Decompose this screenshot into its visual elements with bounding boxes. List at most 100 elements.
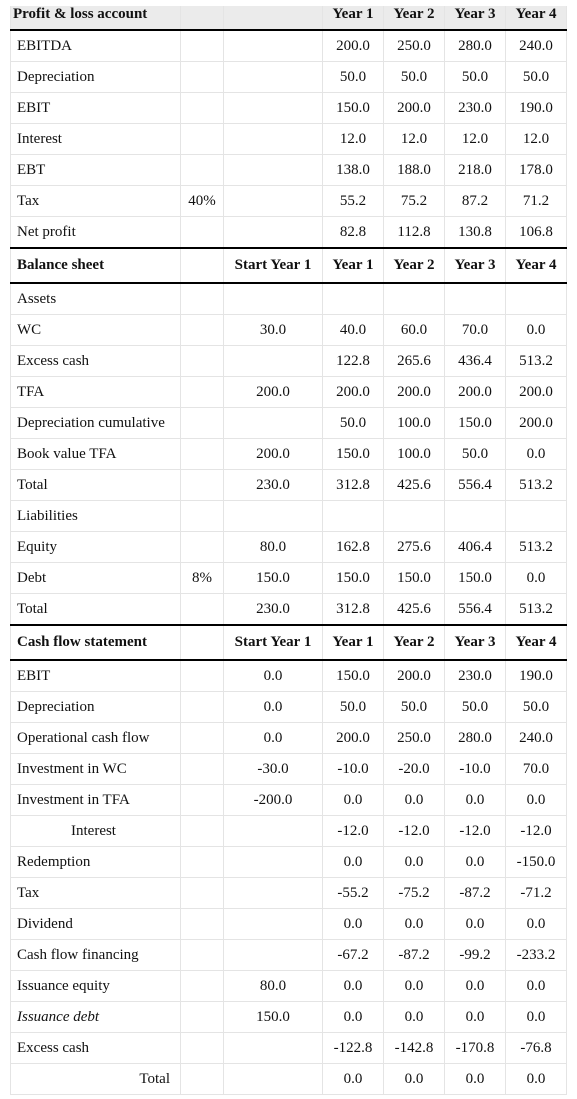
table-row: Excess cash -122.8 -142.8 -170.8 -76.8 [10, 1032, 567, 1064]
column-header: Year 3 [444, 6, 506, 31]
year-value: 150.0 [444, 562, 506, 594]
year-value: 0.0 [322, 970, 384, 1002]
start-value: 0.0 [223, 722, 323, 754]
rate [180, 691, 224, 723]
start-value [223, 123, 323, 155]
cell [180, 624, 224, 661]
year-value: 0.0 [322, 1001, 384, 1033]
year-value: 0.0 [505, 1001, 567, 1033]
rate [180, 753, 224, 785]
column-header: Year 1 [322, 624, 384, 661]
start-value [223, 908, 323, 940]
year-value: 50.0 [322, 691, 384, 723]
rate [180, 784, 224, 816]
row-label: Interest [10, 123, 181, 155]
year-value: 71.2 [505, 185, 567, 217]
rate [180, 1001, 224, 1033]
year-value: -71.2 [505, 877, 567, 909]
rate: 40% [180, 185, 224, 217]
year-value: 162.8 [322, 531, 384, 563]
rate [180, 154, 224, 186]
rate [180, 1063, 224, 1095]
year-value [322, 282, 384, 315]
start-value: 150.0 [223, 562, 323, 594]
row-label: Tax [10, 877, 181, 909]
start-value: 230.0 [223, 593, 323, 626]
row-label: EBITDA [10, 29, 181, 62]
row-label: Depreciation [10, 691, 181, 723]
row-label: Operational cash flow [10, 722, 181, 754]
year-value: 230.0 [444, 659, 506, 692]
year-value: -12.0 [322, 815, 384, 847]
year-value: -99.2 [444, 939, 506, 971]
row-label: Liabilities [10, 500, 181, 532]
year-value: 200.0 [383, 376, 445, 408]
year-value: 50.0 [444, 438, 506, 470]
year-value: 50.0 [322, 61, 384, 93]
year-value: -87.2 [383, 939, 445, 971]
year-value: 265.6 [383, 345, 445, 377]
year-value: 100.0 [383, 438, 445, 470]
year-value: 82.8 [322, 216, 384, 249]
row-label: Issuance equity [10, 970, 181, 1002]
year-value: -20.0 [383, 753, 445, 785]
column-header: Year 2 [383, 624, 445, 661]
start-value: -30.0 [223, 753, 323, 785]
year-value: 0.0 [383, 1001, 445, 1033]
year-value: 406.4 [444, 531, 506, 563]
rate [180, 123, 224, 155]
table-row: Operational cash flow 0.0 200.0 250.0 280.0 2… [10, 722, 567, 754]
table-row: Depreciation cumulative 50.0 100.0 150.0 200… [10, 407, 567, 439]
start-value [223, 877, 323, 909]
year-value: -12.0 [444, 815, 506, 847]
year-value: 425.6 [383, 593, 445, 626]
year-value: 0.0 [505, 1063, 567, 1095]
start-value: 200.0 [223, 376, 323, 408]
rate [180, 815, 224, 847]
column-header: Start Year 1 [223, 624, 323, 661]
start-value [223, 1032, 323, 1064]
rate [180, 92, 224, 124]
year-value: 40.0 [322, 314, 384, 346]
table-row: Total 0.0 0.0 0.0 0.0 [10, 1063, 567, 1095]
table-row: Cash flow financing -67.2 -87.2 -99.2 -233.2 [10, 939, 567, 971]
year-value: 0.0 [505, 908, 567, 940]
year-value: 75.2 [383, 185, 445, 217]
year-value [383, 500, 445, 532]
start-value [223, 939, 323, 971]
start-value [223, 815, 323, 847]
year-value: -12.0 [505, 815, 567, 847]
year-value: 513.2 [505, 469, 567, 501]
row-label: Total [10, 1063, 181, 1095]
rate [180, 314, 224, 346]
year-value: -10.0 [444, 753, 506, 785]
start-value: 30.0 [223, 314, 323, 346]
rate [180, 407, 224, 439]
year-value: 12.0 [322, 123, 384, 155]
rate [180, 61, 224, 93]
year-value: 150.0 [444, 407, 506, 439]
year-value: 0.0 [383, 970, 445, 1002]
year-value: 150.0 [322, 659, 384, 692]
column-header: Year 1 [322, 247, 384, 284]
rate [180, 469, 224, 501]
year-value: 0.0 [322, 908, 384, 940]
year-value: 0.0 [383, 846, 445, 878]
year-value: 200.0 [505, 376, 567, 408]
table-row: Interest 12.0 12.0 12.0 12.0 [10, 123, 567, 155]
year-value: 556.4 [444, 593, 506, 626]
table-row: EBT 138.0 188.0 218.0 178.0 [10, 154, 567, 186]
row-label: Excess cash [10, 1032, 181, 1064]
year-value: 50.0 [383, 691, 445, 723]
table-row: Tax -55.2 -75.2 -87.2 -71.2 [10, 877, 567, 909]
year-value: 200.0 [322, 376, 384, 408]
year-value: 250.0 [383, 29, 445, 62]
table-row: Liabilities [10, 500, 567, 532]
year-value: -150.0 [505, 846, 567, 878]
year-value: 150.0 [383, 562, 445, 594]
rate [180, 376, 224, 408]
year-value: 188.0 [383, 154, 445, 186]
year-value: 436.4 [444, 345, 506, 377]
table-row: Depreciation 50.0 50.0 50.0 50.0 [10, 61, 567, 93]
